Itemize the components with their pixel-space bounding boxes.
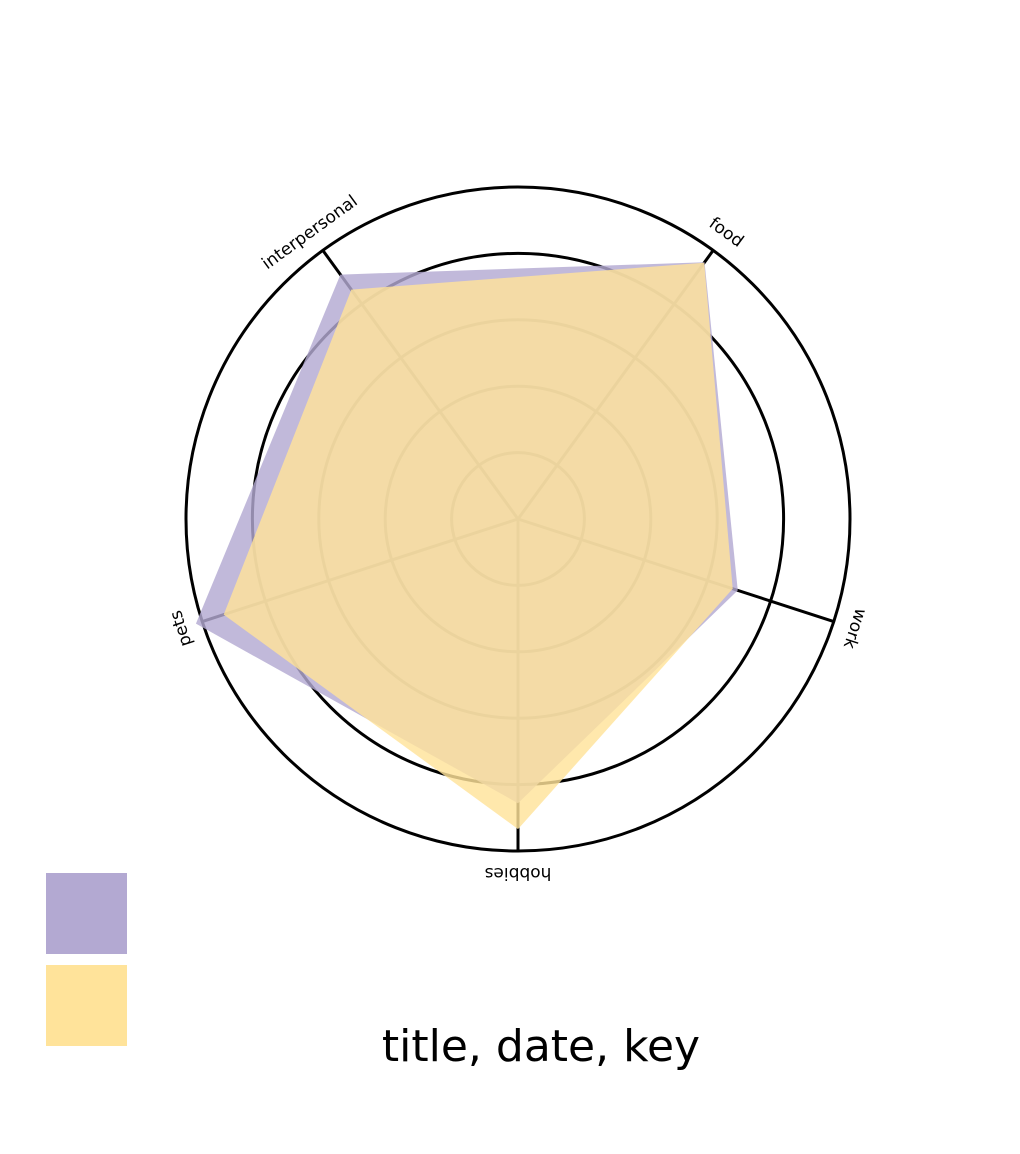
legend-swatch: [46, 965, 127, 1046]
axis-label: pets: [166, 608, 196, 649]
chart-title: title, date, key: [382, 1021, 700, 1072]
legend-swatch: [46, 873, 127, 954]
axis-label: food: [705, 213, 747, 251]
series-area: [223, 262, 733, 830]
axis-label: work: [839, 606, 871, 651]
axis-label: hobbies: [484, 863, 551, 883]
